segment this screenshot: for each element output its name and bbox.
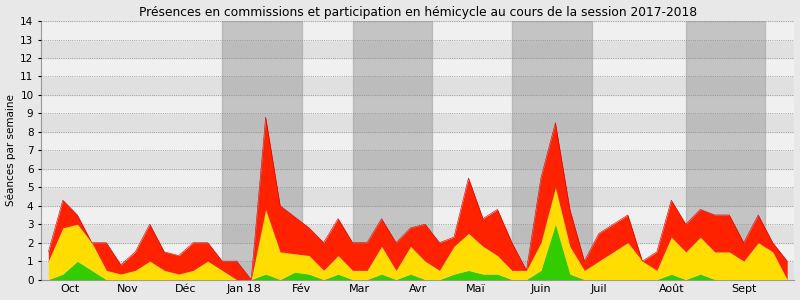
Bar	[41, 206, 794, 224]
Y-axis label: Séances par semaine: Séances par semaine	[6, 94, 16, 206]
Bar	[41, 169, 794, 187]
Bar	[41, 132, 794, 150]
Bar	[222, 21, 302, 280]
Bar	[41, 3, 794, 21]
Bar	[41, 58, 794, 76]
Bar	[686, 21, 766, 280]
Bar	[41, 224, 794, 243]
Bar	[41, 21, 794, 40]
Bar	[41, 76, 794, 95]
Bar	[41, 187, 794, 206]
Bar	[41, 113, 794, 132]
Title: Présences en commissions et participation en hémicycle au cours de la session 20: Présences en commissions et participatio…	[138, 6, 697, 19]
Bar	[41, 95, 794, 113]
Bar	[512, 21, 592, 280]
Bar	[353, 21, 432, 280]
Bar	[41, 261, 794, 280]
Bar	[41, 150, 794, 169]
Bar	[41, 243, 794, 261]
Bar	[41, 40, 794, 58]
